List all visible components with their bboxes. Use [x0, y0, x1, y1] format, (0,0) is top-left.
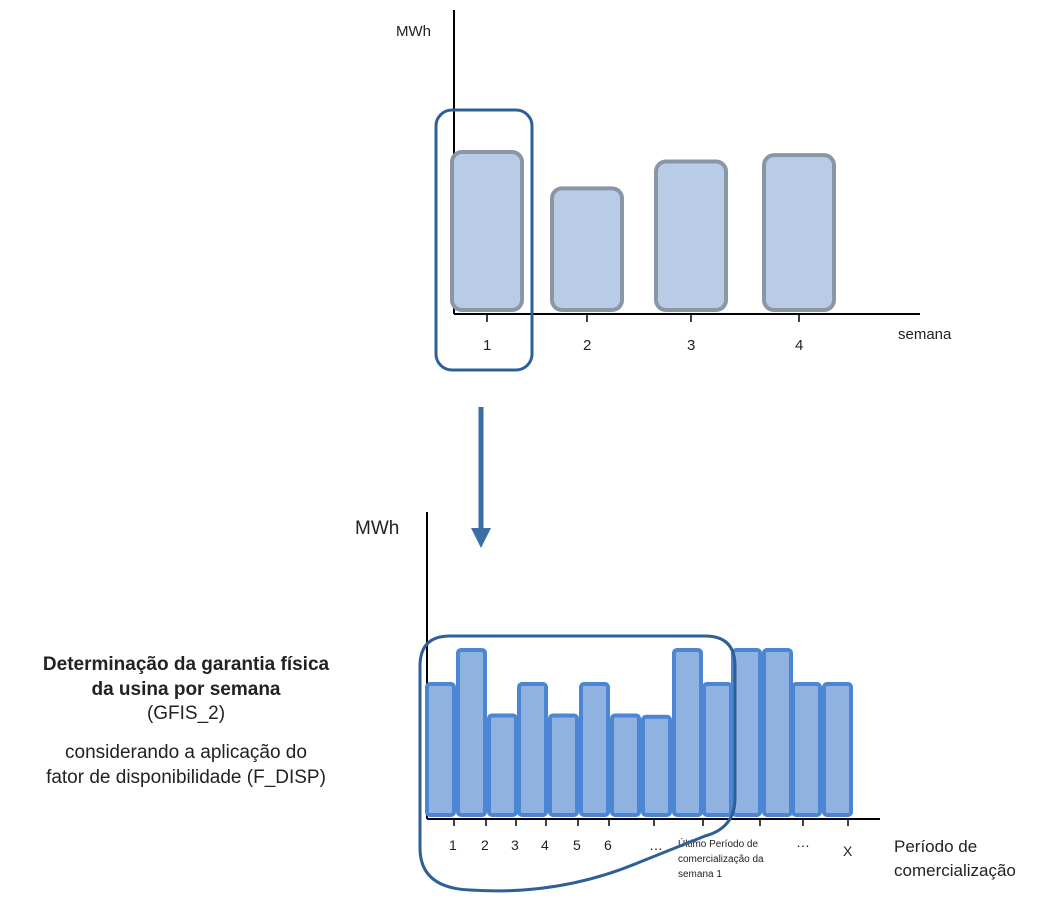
caption-code: (GFIS_2) — [146, 703, 226, 724]
top-highlight-box — [434, 108, 534, 372]
top-y-axis-label: MWh — [396, 23, 431, 40]
last-period-label-line3: semana 1 — [678, 869, 722, 880]
bottom-bar-1 — [425, 682, 456, 817]
side-caption: Determinação da garantia física da usina… — [0, 652, 372, 790]
top-tick-label-2: 2 — [583, 337, 591, 354]
bottom-bar-13 — [791, 682, 822, 817]
bottom-chart: MWh Período de comercialização 1 2 3 4 5 6 … Ú… — [355, 512, 1016, 893]
bottom-x-axis-label-line2: comercialização — [894, 861, 1016, 880]
top-tick-label-3: 3 — [687, 337, 695, 354]
caption-desc-line2: fator de disponibilidade (F_DISP) — [46, 767, 326, 788]
last-period-label: Último Período de comercialização da sem… — [678, 837, 766, 880]
bottom-bar-3 — [487, 713, 518, 817]
bottom-x-axis-label: Período de comercialização — [894, 837, 1016, 880]
top-bar-2 — [550, 186, 624, 312]
bottom-x-axis-label-line1: Período de — [894, 837, 977, 856]
bottom-highlight-shape — [418, 634, 737, 893]
bottom-tick-label-6: 6 — [604, 837, 612, 853]
bottom-tick-label-5: 5 — [573, 837, 581, 853]
bottom-tick-label-3: 3 — [511, 837, 519, 853]
top-tick-label-1: 1 — [483, 337, 491, 354]
bottom-tick-label-4: 4 — [541, 837, 549, 853]
bottom-bar-6 — [579, 682, 610, 817]
top-bar-4 — [762, 153, 836, 312]
top-tick-label-4: 4 — [795, 337, 803, 354]
bottom-bar-4 — [517, 682, 548, 817]
bottom-bar-11 — [731, 647, 762, 817]
bottom-tick-label-1: 1 — [449, 837, 457, 853]
x-label-end: X — [843, 843, 853, 859]
top-bar-3 — [654, 159, 728, 312]
caption-title-line2: da usina por semana — [91, 679, 281, 700]
last-period-label-line2: comercialização da — [678, 854, 764, 865]
top-bar-1 — [450, 150, 524, 312]
top-chart: MWh semana 1 2 3 4 — [396, 10, 952, 372]
bottom-tick-label-2: 2 — [481, 837, 489, 853]
caption-title-line1: Determinação da garantia física — [42, 654, 330, 675]
bottom-bar-10 — [702, 682, 733, 817]
down-arrow — [471, 407, 491, 548]
ellipsis-label-end: … — [796, 834, 810, 850]
bottom-bar-2 — [456, 647, 487, 817]
bottom-bar-9 — [672, 647, 703, 817]
bottom-tick-label-7: … — [649, 837, 663, 853]
bottom-bar-14 — [822, 682, 853, 817]
bottom-bar-7 — [610, 713, 641, 817]
bottom-bar-12 — [762, 647, 793, 817]
bottom-bar-8 — [641, 714, 672, 817]
caption-desc-line1: considerando a aplicação do — [65, 742, 307, 763]
bottom-bar-5 — [548, 713, 579, 817]
top-x-axis-label: semana — [898, 326, 952, 343]
bottom-y-axis-label: MWh — [355, 518, 399, 539]
